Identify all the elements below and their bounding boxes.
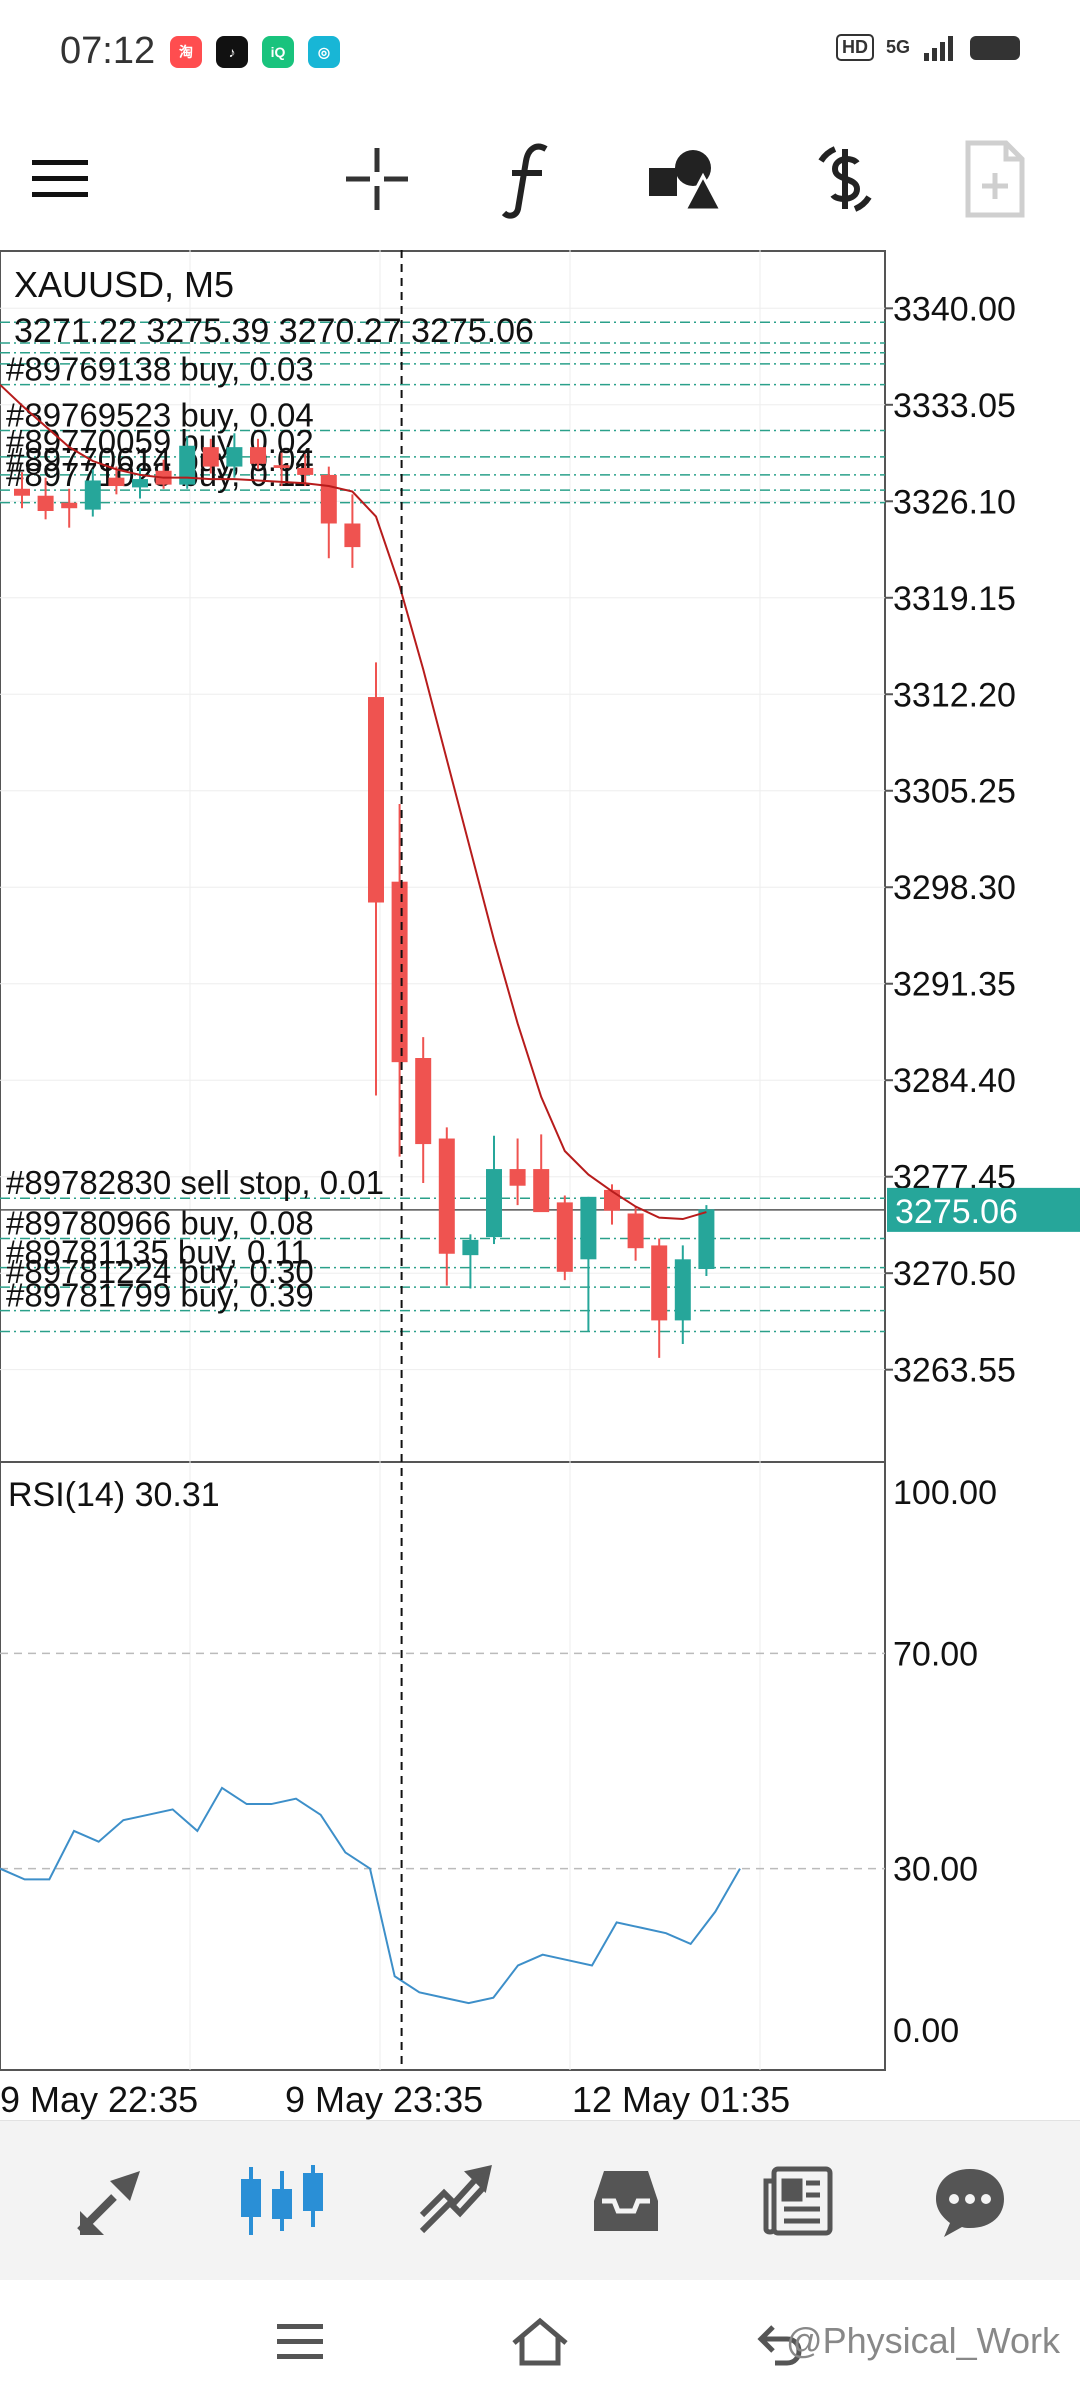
network-type: 5G [885,37,910,57]
rsi-label: RSI(14) 30.31 [8,1476,220,1514]
rsi-chart-frame [0,1461,886,2071]
moving-average-line [0,383,707,1221]
menu-icon[interactable] [15,134,105,224]
chat-app-icon: ◎ [308,36,340,68]
chart-area[interactable]: 3340.00 3333.05 3326.10 3319.15 3312.20 3305.… [0,250,1080,2130]
candle-body [415,1058,432,1145]
trade-icon[interactable] [404,2151,504,2251]
tiktok-icon: ♪ [216,36,248,68]
candle-body [14,488,30,496]
taobao-icon: 淘 [170,36,202,68]
price-axis-label: 3270.50 [893,1255,1016,1293]
candle-body [344,523,361,548]
order-label: #89780966 buy, 0.08 [6,1204,314,1241]
order-label: #89781224 buy, 0.30 [6,1253,314,1290]
price-axis-label: 3305.25 [893,773,1016,811]
history-icon[interactable] [576,2151,676,2251]
rsi-line [0,1786,741,2005]
price-axis-label: 3319.15 [893,580,1016,618]
news-icon[interactable] [748,2151,848,2251]
candle-body [226,447,243,467]
hd-icon: HD [835,34,874,61]
price-axis-label: 3340.00 [893,290,1016,328]
candle-body [297,467,314,475]
time-axis-label: 9 May 22:35 [0,2079,198,2120]
candle-body [627,1213,644,1249]
candle-body [132,479,148,488]
status-time: 07:12 [60,30,156,72]
price-axis-label: 3291.35 [893,966,1016,1004]
candle-body [108,477,125,487]
rsi-axis-label: 30.00 [893,1851,978,1889]
candle-body [580,1196,597,1260]
candle-body [320,474,337,524]
rsi-axis-label: 100.00 [893,1474,997,1512]
price-axis-label: 3312.20 [893,676,1016,714]
trade-dollar-icon[interactable] [800,134,890,224]
iqiyi-icon: iQ [262,36,294,68]
candle-body [674,1259,691,1321]
candle-body [202,447,219,467]
quotes-icon[interactable] [60,2151,160,2251]
chart-toolbar [0,110,1080,250]
signal-icon [924,35,953,61]
order-label: #89769138 buy, 0.03 [6,351,314,388]
candle-body [604,1189,620,1211]
watermark-text: @Physical_Work [786,2320,1060,2361]
home-icon[interactable] [500,2302,580,2382]
candle-body [438,1138,455,1254]
order-label: #89769523 buy, 0.04 [6,396,314,433]
price-axis-label: 3284.40 [893,1062,1016,1100]
time-axis-label: 9 May 23:35 [285,2079,483,2120]
current-price-value: 3275.06 [895,1193,1018,1231]
candle-body [651,1245,668,1321]
status-bar: 07:12 淘 ♪ iQ ◎ HD 5G [0,0,1080,110]
recent-apps-icon[interactable] [260,2302,340,2382]
candle-body [368,697,384,903]
new-order-icon[interactable] [950,134,1040,224]
battery-icon [970,35,1020,60]
price-axis-label: 3298.30 [893,869,1016,907]
candle-body [273,465,290,468]
candle-body [462,1239,479,1256]
order-label: #89781799 buy, 0.39 [6,1277,314,1314]
current-price-tag [887,1187,1080,1232]
time-axis-label: 12 May 01:35 [572,2079,790,2120]
crosshair-icon[interactable] [332,134,422,224]
candle-body [486,1169,502,1238]
candle-body [37,495,54,512]
candle-body [250,447,266,464]
system-navigation: @Physical_Work [0,2280,1080,2400]
candle-body [556,1202,573,1272]
back-icon[interactable] [740,2302,820,2382]
objects-icon[interactable] [640,134,730,224]
indicator-f-icon[interactable] [486,134,576,224]
candle-body [61,502,78,509]
candle-body [391,881,408,1063]
price-axis-label: 3263.55 [893,1352,1016,1390]
bottom-navigation [0,2120,1080,2281]
status-indicators: HD 5G [835,34,1020,61]
rsi-axis-label: 70.00 [893,1635,978,1673]
messages-icon[interactable] [920,2151,1020,2251]
price-chart[interactable]: 3340.00 3333.05 3326.10 3319.15 3312.20 3305.… [0,250,1080,2130]
candle-body [84,480,101,510]
candle-body [509,1169,526,1186]
candle-body [698,1209,715,1270]
ohlc-values: 3271.22 3275.39 3270.27 3275.06 [14,312,534,350]
rsi-axis-label: 0.00 [893,2012,959,2050]
candle-body [533,1169,550,1213]
symbol-title: XAUUSD, M5 [14,264,234,305]
order-label: #89781135 buy, 0.11 [6,1234,309,1271]
price-axis-label: 3333.05 [893,387,1016,425]
order-label: #89782830 sell stop, 0.01 [6,1164,384,1201]
chart-icon[interactable] [232,2151,332,2251]
status-app-icons: 淘 ♪ iQ ◎ [170,36,340,68]
price-axis-label: 3326.10 [893,483,1016,521]
candle-body [179,445,196,485]
